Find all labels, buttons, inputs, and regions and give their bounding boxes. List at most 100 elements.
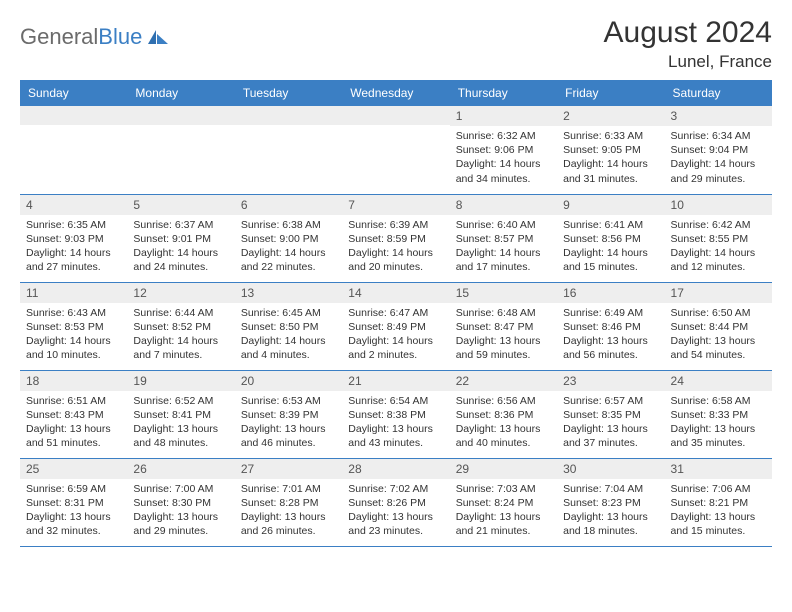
calendar-day-cell: 16Sunrise: 6:49 AMSunset: 8:46 PMDayligh… bbox=[557, 282, 664, 370]
daylight-text: Daylight: 13 hours and 29 minutes. bbox=[133, 510, 228, 538]
daylight-text: Daylight: 14 hours and 2 minutes. bbox=[348, 334, 443, 362]
day-details: Sunrise: 6:41 AMSunset: 8:56 PMDaylight:… bbox=[557, 215, 664, 281]
daylight-text: Daylight: 14 hours and 34 minutes. bbox=[456, 157, 551, 185]
sunrise-text: Sunrise: 6:56 AM bbox=[456, 394, 551, 408]
day-number bbox=[20, 106, 127, 125]
sunset-text: Sunset: 8:30 PM bbox=[133, 496, 228, 510]
sunset-text: Sunset: 9:03 PM bbox=[26, 232, 121, 246]
day-details bbox=[127, 125, 234, 134]
sunrise-text: Sunrise: 6:53 AM bbox=[241, 394, 336, 408]
sunset-text: Sunset: 8:55 PM bbox=[671, 232, 766, 246]
daylight-text: Daylight: 13 hours and 56 minutes. bbox=[563, 334, 658, 362]
day-details: Sunrise: 6:38 AMSunset: 9:00 PMDaylight:… bbox=[235, 215, 342, 281]
page-header: GeneralBlue August 2024 Lunel, France bbox=[20, 16, 772, 72]
sunset-text: Sunset: 8:56 PM bbox=[563, 232, 658, 246]
day-number: 23 bbox=[557, 371, 664, 391]
sunset-text: Sunset: 9:06 PM bbox=[456, 143, 551, 157]
sunrise-text: Sunrise: 6:50 AM bbox=[671, 306, 766, 320]
day-details: Sunrise: 6:40 AMSunset: 8:57 PMDaylight:… bbox=[450, 215, 557, 281]
day-details bbox=[235, 125, 342, 134]
sunrise-text: Sunrise: 6:54 AM bbox=[348, 394, 443, 408]
calendar-day-cell: 7Sunrise: 6:39 AMSunset: 8:59 PMDaylight… bbox=[342, 194, 449, 282]
calendar-day-cell: 5Sunrise: 6:37 AMSunset: 9:01 PMDaylight… bbox=[127, 194, 234, 282]
sunrise-text: Sunrise: 6:51 AM bbox=[26, 394, 121, 408]
location-label: Lunel, France bbox=[604, 52, 772, 72]
day-number: 30 bbox=[557, 459, 664, 479]
day-number: 18 bbox=[20, 371, 127, 391]
daylight-text: Daylight: 14 hours and 29 minutes. bbox=[671, 157, 766, 185]
calendar-week-row: 11Sunrise: 6:43 AMSunset: 8:53 PMDayligh… bbox=[20, 282, 772, 370]
calendar-day-cell bbox=[235, 106, 342, 194]
day-number: 20 bbox=[235, 371, 342, 391]
sunset-text: Sunset: 8:47 PM bbox=[456, 320, 551, 334]
sunrise-text: Sunrise: 6:32 AM bbox=[456, 129, 551, 143]
day-number: 13 bbox=[235, 283, 342, 303]
weekday-header: Tuesday bbox=[235, 80, 342, 106]
sunrise-text: Sunrise: 6:49 AM bbox=[563, 306, 658, 320]
calendar-day-cell: 18Sunrise: 6:51 AMSunset: 8:43 PMDayligh… bbox=[20, 370, 127, 458]
calendar-day-cell: 21Sunrise: 6:54 AMSunset: 8:38 PMDayligh… bbox=[342, 370, 449, 458]
sunrise-text: Sunrise: 7:06 AM bbox=[671, 482, 766, 496]
weekday-header: Monday bbox=[127, 80, 234, 106]
calendar-week-row: 4Sunrise: 6:35 AMSunset: 9:03 PMDaylight… bbox=[20, 194, 772, 282]
day-details: Sunrise: 6:56 AMSunset: 8:36 PMDaylight:… bbox=[450, 391, 557, 457]
sunset-text: Sunset: 8:59 PM bbox=[348, 232, 443, 246]
day-details bbox=[20, 125, 127, 134]
calendar-header-row: Sunday Monday Tuesday Wednesday Thursday… bbox=[20, 80, 772, 106]
sunrise-text: Sunrise: 6:48 AM bbox=[456, 306, 551, 320]
logo-sail-icon bbox=[146, 28, 170, 46]
day-number: 4 bbox=[20, 195, 127, 215]
daylight-text: Daylight: 13 hours and 40 minutes. bbox=[456, 422, 551, 450]
calendar-day-cell: 14Sunrise: 6:47 AMSunset: 8:49 PMDayligh… bbox=[342, 282, 449, 370]
day-number: 26 bbox=[127, 459, 234, 479]
sunrise-text: Sunrise: 6:58 AM bbox=[671, 394, 766, 408]
daylight-text: Daylight: 13 hours and 54 minutes. bbox=[671, 334, 766, 362]
day-details: Sunrise: 6:35 AMSunset: 9:03 PMDaylight:… bbox=[20, 215, 127, 281]
day-details: Sunrise: 7:01 AMSunset: 8:28 PMDaylight:… bbox=[235, 479, 342, 545]
daylight-text: Daylight: 13 hours and 59 minutes. bbox=[456, 334, 551, 362]
sunset-text: Sunset: 9:04 PM bbox=[671, 143, 766, 157]
daylight-text: Daylight: 13 hours and 15 minutes. bbox=[671, 510, 766, 538]
day-details: Sunrise: 6:42 AMSunset: 8:55 PMDaylight:… bbox=[665, 215, 772, 281]
calendar-day-cell: 13Sunrise: 6:45 AMSunset: 8:50 PMDayligh… bbox=[235, 282, 342, 370]
daylight-text: Daylight: 14 hours and 12 minutes. bbox=[671, 246, 766, 274]
daylight-text: Daylight: 13 hours and 35 minutes. bbox=[671, 422, 766, 450]
day-number: 8 bbox=[450, 195, 557, 215]
weekday-header: Sunday bbox=[20, 80, 127, 106]
sunset-text: Sunset: 8:53 PM bbox=[26, 320, 121, 334]
day-number: 15 bbox=[450, 283, 557, 303]
day-details: Sunrise: 6:52 AMSunset: 8:41 PMDaylight:… bbox=[127, 391, 234, 457]
calendar-day-cell: 6Sunrise: 6:38 AMSunset: 9:00 PMDaylight… bbox=[235, 194, 342, 282]
day-number: 7 bbox=[342, 195, 449, 215]
calendar-day-cell: 12Sunrise: 6:44 AMSunset: 8:52 PMDayligh… bbox=[127, 282, 234, 370]
calendar-day-cell: 22Sunrise: 6:56 AMSunset: 8:36 PMDayligh… bbox=[450, 370, 557, 458]
calendar-day-cell: 30Sunrise: 7:04 AMSunset: 8:23 PMDayligh… bbox=[557, 458, 664, 546]
calendar-day-cell: 15Sunrise: 6:48 AMSunset: 8:47 PMDayligh… bbox=[450, 282, 557, 370]
day-number: 6 bbox=[235, 195, 342, 215]
day-number: 28 bbox=[342, 459, 449, 479]
sunset-text: Sunset: 8:46 PM bbox=[563, 320, 658, 334]
day-details: Sunrise: 6:33 AMSunset: 9:05 PMDaylight:… bbox=[557, 126, 664, 192]
day-number: 11 bbox=[20, 283, 127, 303]
day-details: Sunrise: 6:43 AMSunset: 8:53 PMDaylight:… bbox=[20, 303, 127, 369]
sunrise-text: Sunrise: 6:33 AM bbox=[563, 129, 658, 143]
day-details: Sunrise: 6:50 AMSunset: 8:44 PMDaylight:… bbox=[665, 303, 772, 369]
sunset-text: Sunset: 8:50 PM bbox=[241, 320, 336, 334]
sunrise-text: Sunrise: 7:02 AM bbox=[348, 482, 443, 496]
day-details: Sunrise: 7:00 AMSunset: 8:30 PMDaylight:… bbox=[127, 479, 234, 545]
day-number: 25 bbox=[20, 459, 127, 479]
daylight-text: Daylight: 13 hours and 18 minutes. bbox=[563, 510, 658, 538]
calendar-day-cell: 28Sunrise: 7:02 AMSunset: 8:26 PMDayligh… bbox=[342, 458, 449, 546]
day-details: Sunrise: 6:34 AMSunset: 9:04 PMDaylight:… bbox=[665, 126, 772, 192]
day-details: Sunrise: 6:48 AMSunset: 8:47 PMDaylight:… bbox=[450, 303, 557, 369]
daylight-text: Daylight: 13 hours and 51 minutes. bbox=[26, 422, 121, 450]
sunrise-text: Sunrise: 6:44 AM bbox=[133, 306, 228, 320]
day-details: Sunrise: 7:02 AMSunset: 8:26 PMDaylight:… bbox=[342, 479, 449, 545]
sunset-text: Sunset: 8:49 PM bbox=[348, 320, 443, 334]
day-details: Sunrise: 6:47 AMSunset: 8:49 PMDaylight:… bbox=[342, 303, 449, 369]
daylight-text: Daylight: 14 hours and 24 minutes. bbox=[133, 246, 228, 274]
brand-text-2: Blue bbox=[98, 24, 142, 50]
daylight-text: Daylight: 13 hours and 37 minutes. bbox=[563, 422, 658, 450]
sunrise-text: Sunrise: 6:41 AM bbox=[563, 218, 658, 232]
day-details: Sunrise: 6:59 AMSunset: 8:31 PMDaylight:… bbox=[20, 479, 127, 545]
